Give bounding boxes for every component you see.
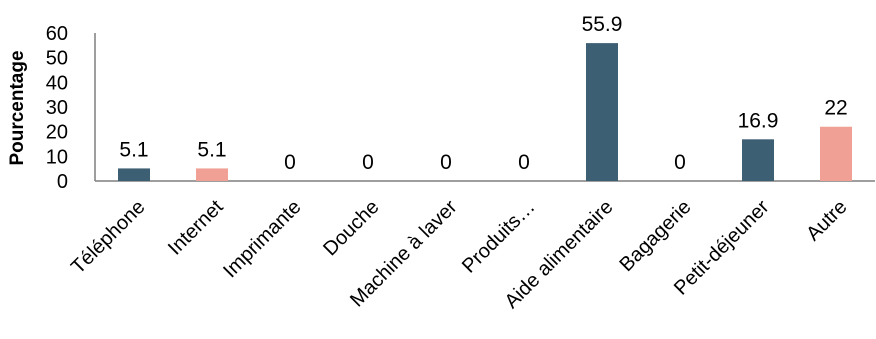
y-tick-label: 20 <box>46 122 68 144</box>
bar <box>742 139 774 181</box>
y-tick-label: 0 <box>57 171 68 193</box>
data-label: 0 <box>440 151 452 174</box>
data-label: 0 <box>674 151 686 174</box>
x-tick-label: Produits… <box>458 196 540 278</box>
y-axis-title: Pourcentage <box>7 50 28 165</box>
data-label: 22 <box>824 97 847 120</box>
data-label: 16.9 <box>738 109 779 132</box>
data-label: 5.1 <box>197 138 226 161</box>
data-label: 0 <box>518 151 530 174</box>
y-tick-label: 60 <box>46 23 68 45</box>
bar <box>586 43 618 181</box>
x-tick-label: Autre <box>802 196 851 245</box>
data-label: 0 <box>284 151 296 174</box>
data-label: 55.9 <box>582 13 623 36</box>
x-tick-label: Téléphone <box>67 196 149 278</box>
data-label: 0 <box>362 151 374 174</box>
data-labels: 5.1 5.1 0 0 0 0 55.9 0 16.9 22 <box>119 13 847 174</box>
y-tick-label: 40 <box>46 72 68 94</box>
y-tick-label: 30 <box>46 97 68 119</box>
data-label: 5.1 <box>119 138 148 161</box>
y-tick-label: 10 <box>46 146 68 168</box>
x-tick-label: Bagagerie <box>615 196 695 276</box>
bar <box>196 168 228 181</box>
x-tick-label: Imprimante <box>219 196 305 282</box>
y-tick-label: 50 <box>46 48 68 70</box>
bar <box>118 168 150 181</box>
x-tick-label: Douche <box>319 196 383 260</box>
bars <box>118 43 852 181</box>
x-tick-label: Internet <box>164 196 228 260</box>
bar <box>820 126 852 181</box>
